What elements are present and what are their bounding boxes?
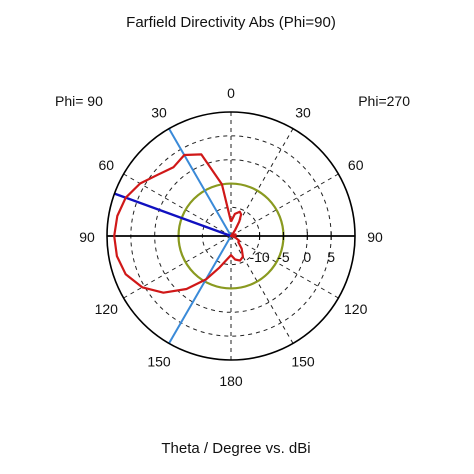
radial-tick-label: -5 (277, 249, 290, 265)
angle-tick-label: 150 (291, 354, 315, 370)
grid-spoke (230, 235, 339, 299)
angle-tick-label: 0 (227, 85, 235, 101)
outer-axis (106, 111, 356, 361)
pattern-curve (113, 153, 244, 294)
chart-title: Farfield Directivity Abs (Phi=90) (126, 14, 336, 31)
plot-marks (107, 128, 355, 344)
main-lobe-line (114, 192, 232, 238)
beamwidth-line (168, 235, 232, 344)
angle-tick-label: 120 (344, 301, 368, 317)
angle-tick-label: 30 (151, 104, 167, 120)
angle-tick-label: 90 (79, 229, 95, 245)
x-axis-label: Theta / Degree vs. dBi (161, 440, 310, 457)
beamwidth-line (168, 128, 232, 237)
angle-tick-label: 60 (348, 157, 364, 173)
angle-tick-label: 150 (147, 354, 171, 370)
radial-tick-label: 0 (303, 249, 311, 265)
angle-tick-label: 120 (95, 301, 119, 317)
phi-right-label: Phi=270 (358, 93, 410, 109)
phi-left-label: Phi= 90 (55, 93, 103, 109)
radial-tick-label: 5 (327, 249, 335, 265)
outer-circle (106, 111, 356, 361)
angle-tick-label: 180 (219, 373, 243, 389)
angle-tick-label: 30 (295, 104, 311, 120)
angle-tick-label: 60 (99, 157, 115, 173)
angle-tick-label: 90 (367, 229, 383, 245)
grid-spoke (230, 173, 339, 237)
grid-spoke (123, 235, 232, 299)
radial-tick-label: -10 (249, 249, 269, 265)
